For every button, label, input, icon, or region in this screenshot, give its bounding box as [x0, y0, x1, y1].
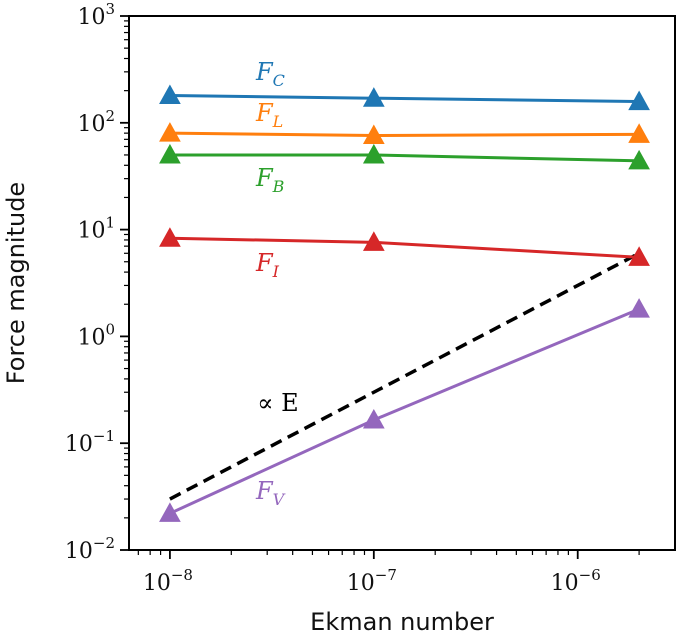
data-point — [159, 502, 181, 522]
series-group — [159, 84, 650, 522]
data-point — [362, 231, 385, 251]
series-line — [169, 153, 640, 163]
y-axis-title: Force magnitude — [2, 182, 30, 384]
x-tick-label: 10−7 — [347, 566, 397, 596]
series-line — [169, 94, 640, 104]
y-tick-label: 101 — [77, 214, 115, 244]
series-label-B: FB — [255, 164, 285, 196]
x-tick-label: 10−6 — [551, 566, 601, 596]
series-line — [169, 131, 640, 138]
data-point — [362, 408, 385, 429]
data-point — [628, 246, 650, 266]
data-point — [628, 298, 650, 318]
x-tick-label: 10−8 — [143, 566, 193, 596]
data-point — [159, 143, 181, 164]
y-tick-label: 10−1 — [65, 427, 115, 457]
y-tick-label: 103 — [77, 0, 115, 30]
data-point — [628, 90, 650, 111]
data-point — [628, 123, 650, 143]
major-ticks — [120, 15, 579, 559]
data-point — [159, 84, 181, 105]
series-line — [169, 236, 640, 259]
data-point — [159, 227, 181, 247]
series-label-L: FL — [255, 99, 283, 131]
series-L — [159, 122, 650, 145]
data-point — [362, 87, 385, 107]
series-V — [159, 298, 650, 522]
series-C — [159, 84, 650, 111]
data-point — [628, 149, 650, 170]
series-label-V: FV — [255, 477, 286, 509]
y-tick-label: 10−2 — [65, 534, 115, 564]
series-line — [169, 307, 640, 515]
series-B — [159, 143, 650, 170]
x-axis-title: Ekman number — [310, 608, 494, 636]
y-tick-label: 102 — [77, 107, 115, 137]
data-point — [362, 124, 385, 145]
reference-line — [169, 251, 640, 501]
y-tick-label: 100 — [77, 320, 115, 350]
plot-frame — [128, 15, 676, 551]
y-tick-labels: 10−2 10−1 100 101 102 103 — [65, 0, 115, 564]
reference-line-label: ∝ E — [257, 389, 298, 417]
series-label-C: FC — [255, 58, 285, 90]
series-I — [159, 227, 650, 266]
data-point — [159, 122, 181, 142]
series-label-I: FI — [255, 249, 280, 281]
series-labels: FC FL FB FI FV — [255, 58, 286, 509]
x-tick-labels: 10−8 10−7 10−6 — [143, 566, 601, 596]
data-point — [362, 143, 385, 164]
reference-line-group: ∝ E — [169, 251, 640, 501]
